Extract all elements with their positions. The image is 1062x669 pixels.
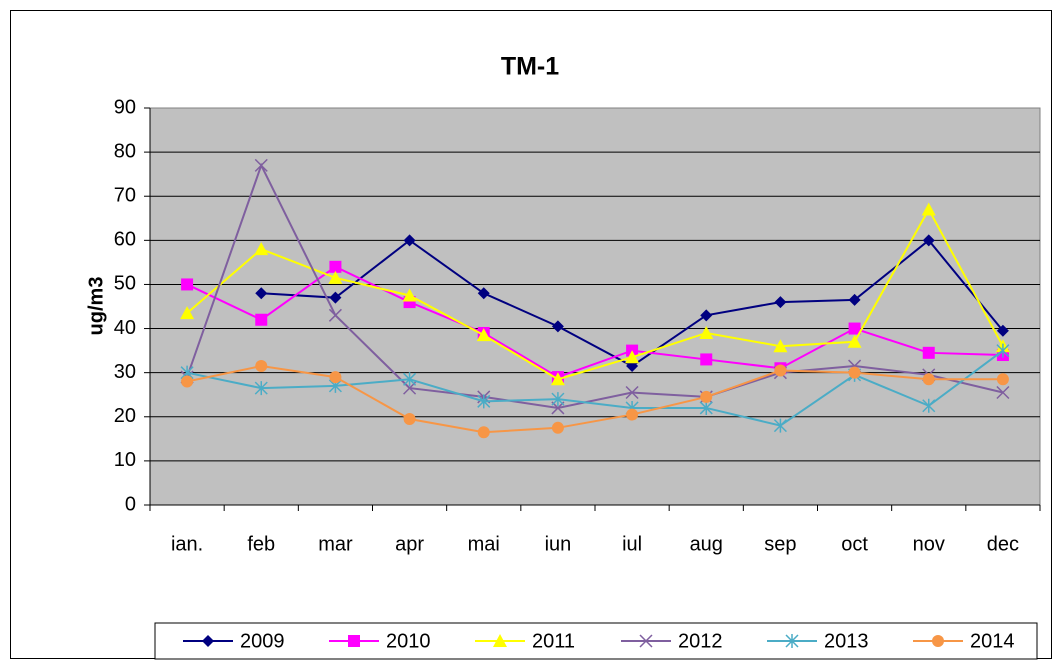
- marker: [254, 381, 268, 396]
- marker: [476, 328, 491, 342]
- marker: [329, 260, 342, 273]
- marker: [847, 334, 862, 348]
- series-line: [186, 265, 1003, 379]
- marker: [255, 360, 268, 373]
- marker: [996, 324, 1009, 337]
- series-line: [186, 349, 1004, 427]
- marker: [551, 392, 565, 407]
- legend-box: [154, 622, 1038, 660]
- marker: [639, 634, 653, 648]
- y-tick-label: 90: [114, 96, 136, 118]
- marker: [922, 398, 936, 413]
- marker: [402, 288, 417, 302]
- legend-label: 2013: [824, 630, 869, 652]
- marker: [996, 373, 1009, 386]
- y-tick-label: 20: [114, 405, 136, 427]
- y-tick-label: 10: [114, 449, 136, 471]
- marker: [403, 234, 416, 247]
- x-tick-label: feb: [247, 533, 275, 555]
- plot-area: [149, 107, 1041, 506]
- marker: [202, 635, 214, 647]
- marker: [180, 306, 195, 320]
- marker: [625, 350, 640, 364]
- legend-label: 2011: [532, 630, 575, 652]
- marker: [493, 634, 507, 647]
- marker: [477, 287, 490, 300]
- x-tick-label: ian.: [171, 533, 203, 555]
- marker: [700, 309, 713, 322]
- marker: [626, 408, 639, 421]
- marker: [996, 385, 1010, 400]
- legend-label: 2010: [386, 630, 431, 652]
- marker: [848, 366, 861, 379]
- marker: [551, 421, 564, 434]
- y-tick-label: 70: [114, 185, 136, 207]
- marker: [403, 372, 417, 387]
- marker: [329, 291, 342, 304]
- series-line: [186, 365, 1003, 434]
- y-tick-label: 30: [114, 361, 136, 383]
- marker: [996, 343, 1010, 358]
- y-tick-label: 40: [114, 317, 136, 339]
- marker: [477, 426, 490, 439]
- marker: [254, 158, 268, 172]
- marker: [348, 635, 360, 647]
- marker: [328, 308, 342, 322]
- marker: [329, 371, 342, 384]
- x-tick-label: iul: [622, 533, 642, 555]
- marker: [774, 364, 787, 377]
- marker: [700, 390, 713, 403]
- series-line: [186, 162, 1004, 409]
- series-line: [186, 207, 1004, 381]
- marker: [403, 412, 416, 425]
- marker: [181, 278, 194, 291]
- marker: [255, 287, 268, 300]
- y-tick-label: 50: [114, 273, 136, 295]
- marker: [922, 346, 935, 359]
- marker: [773, 339, 788, 353]
- marker: [625, 385, 639, 400]
- marker: [181, 375, 194, 388]
- marker: [254, 242, 269, 256]
- marker: [551, 320, 564, 333]
- legend-label: 2014: [970, 630, 1015, 652]
- y-axis-label: ug/m3: [85, 277, 107, 336]
- marker: [773, 418, 787, 433]
- marker: [922, 373, 935, 386]
- marker: [848, 322, 861, 335]
- x-tick-label: mar: [318, 533, 353, 555]
- marker: [774, 296, 787, 309]
- y-tick-label: 60: [114, 229, 136, 251]
- marker: [699, 325, 714, 339]
- marker: [848, 293, 861, 306]
- marker: [699, 400, 713, 415]
- legend-label: 2009: [240, 630, 285, 652]
- marker: [922, 234, 935, 247]
- marker: [477, 394, 491, 409]
- marker: [785, 634, 799, 648]
- y-tick-label: 80: [114, 140, 136, 162]
- legend-label: 2012: [678, 630, 723, 652]
- x-tick-label: mai: [468, 533, 500, 555]
- x-tick-label: aug: [690, 533, 723, 555]
- x-tick-label: nov: [913, 533, 945, 555]
- marker: [328, 270, 343, 284]
- marker: [255, 313, 268, 326]
- chart-title: TM-1: [501, 53, 559, 81]
- x-tick-label: oct: [841, 533, 868, 555]
- x-tick-label: apr: [395, 533, 424, 555]
- y-tick-label: 0: [125, 493, 136, 515]
- marker: [700, 353, 713, 366]
- marker: [932, 635, 944, 647]
- marker: [550, 372, 565, 386]
- marker: [921, 202, 936, 216]
- x-tick-label: iun: [545, 533, 572, 555]
- x-tick-label: sep: [764, 533, 796, 555]
- x-tick-label: dec: [987, 533, 1019, 555]
